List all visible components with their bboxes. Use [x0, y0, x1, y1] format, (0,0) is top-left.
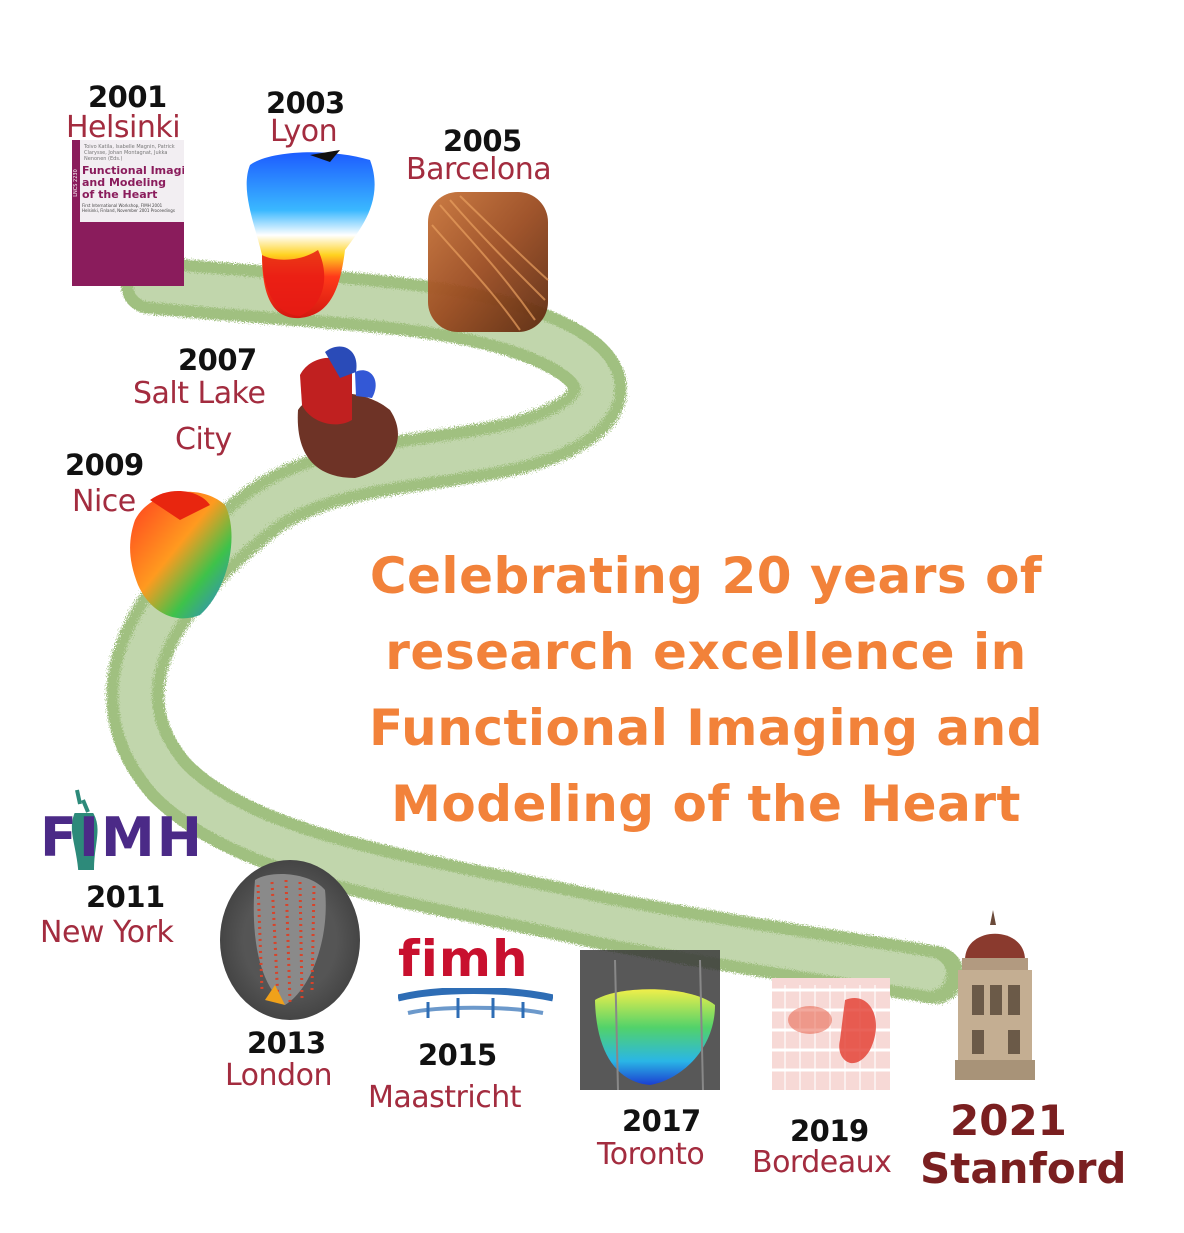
book-title-1: Functional Imaging: [82, 164, 184, 177]
city-maastricht: Maastricht: [368, 1080, 521, 1115]
book-subtitle: First International Workshop, FIMH 2001 …: [82, 203, 175, 213]
fimh-maastricht-wordmark: fimh: [398, 930, 529, 988]
city-nice: Nice: [72, 484, 136, 519]
statue-of-liberty-icon: [71, 789, 98, 870]
lyon-heart-image: [246, 150, 375, 319]
headline-line-3: Functional Imaging and: [368, 699, 1044, 757]
year-2011: 2011: [86, 880, 165, 914]
book-title-2: and Modeling: [82, 176, 167, 189]
toronto-heart-image: [580, 950, 720, 1091]
city-bordeaux: Bordeaux: [752, 1145, 892, 1180]
city-new-york: New York: [40, 915, 174, 950]
fimh-maastricht-logo: fimh: [398, 930, 553, 1025]
city-helsinki: Helsinki: [66, 110, 181, 145]
year-2019: 2019: [790, 1114, 869, 1148]
headline: Celebrating 20 years of research excelle…: [356, 538, 1056, 842]
nice-heart-image: [130, 490, 232, 619]
helsinki-book-cover: Toivo Katila, Isabelle Magnin, Patrick C…: [72, 140, 184, 286]
bridge-icon: [398, 988, 553, 1018]
year-2021: 2021: [950, 1096, 1067, 1145]
city-salt-lake: Salt Lake: [133, 376, 266, 411]
city-salt-lake-city: City: [175, 422, 232, 457]
headline-line-4: Modeling of the Heart: [391, 775, 1021, 833]
year-2001: 2001: [88, 80, 167, 114]
london-heart-image: [220, 860, 360, 1020]
city-barcelona: Barcelona: [406, 152, 552, 187]
salt-lake-heart-image: [297, 346, 398, 478]
year-2003: 2003: [266, 86, 345, 120]
city-stanford: Stanford: [920, 1144, 1127, 1193]
city-toronto: Toronto: [597, 1137, 705, 1172]
book-title-3: of the Heart: [82, 188, 158, 201]
bordeaux-heart-image: [772, 978, 890, 1090]
year-2009: 2009: [65, 448, 144, 482]
year-2015: 2015: [418, 1038, 497, 1072]
city-london: London: [225, 1058, 332, 1093]
headline-line-2: research excellence in: [385, 623, 1027, 681]
headline-line-1: Celebrating 20 years of: [369, 547, 1043, 605]
year-2013: 2013: [247, 1026, 326, 1060]
city-lyon: Lyon: [270, 114, 338, 149]
book-series: LNCS 2230: [72, 169, 79, 197]
year-2005: 2005: [443, 124, 522, 158]
barcelona-fiber-image: [428, 192, 549, 332]
stanford-tower-image: [955, 910, 1035, 1080]
fimh-new-york-logo: FIMH: [40, 806, 204, 869]
book-authors: Toivo Katila, Isabelle Magnin, Patrick C…: [84, 144, 175, 162]
year-2017: 2017: [622, 1104, 701, 1138]
year-2007: 2007: [178, 343, 257, 377]
